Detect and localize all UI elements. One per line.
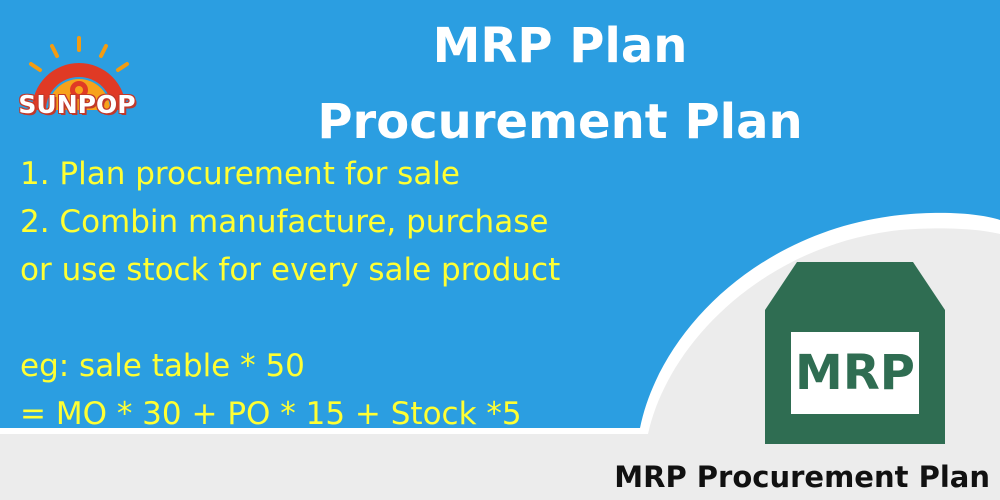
example-line-2: = MO * 30 + PO * 15 + Stock *5 (20, 396, 522, 432)
feature-list: 1. Plan procurement for sale 2. Combin m… (20, 150, 560, 438)
feature-line-1: 1. Plan procurement for sale (20, 156, 461, 192)
mrp-box-label: MRP (795, 345, 915, 401)
sunpop-logo-icon (29, 36, 129, 110)
spacer (20, 294, 560, 342)
logo-text: SUNPOP (18, 90, 136, 119)
feature-line-3: or use stock for every sale product (20, 252, 561, 288)
example-line-1: eg: sale table * 50 (20, 348, 305, 384)
mrp-box-icon: MRP (765, 262, 945, 444)
title-line-2: Procurement Plan (317, 94, 803, 150)
title-line-1: MRP Plan (432, 18, 688, 74)
footer-title: MRP Procurement Plan (614, 460, 990, 494)
feature-line-2: 2. Combin manufacture, purchase (20, 204, 549, 240)
